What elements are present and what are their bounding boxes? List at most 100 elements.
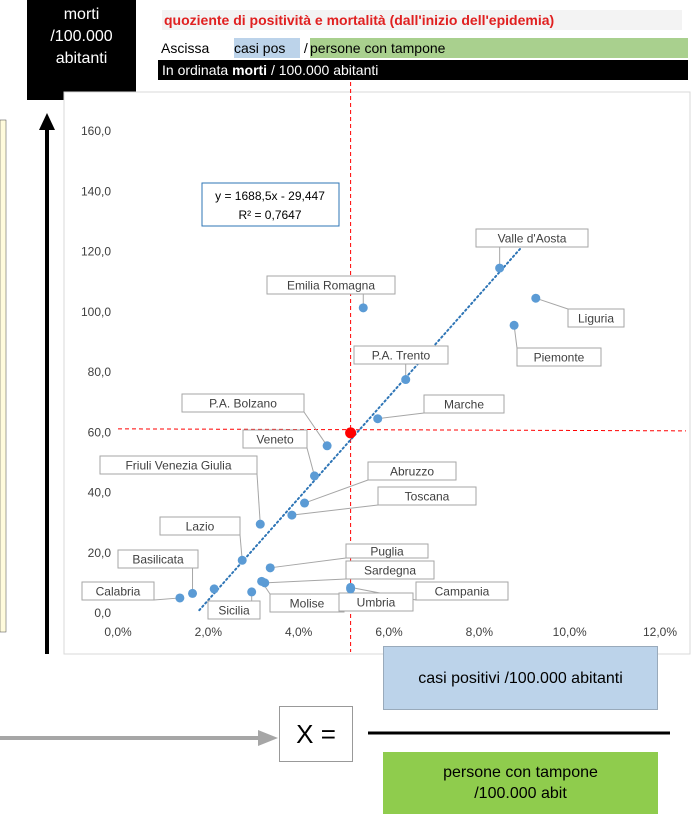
callout-box	[516, 347, 602, 367]
data-label: Emilia Romagna	[287, 279, 375, 293]
numerator-text: casi positivi /100.000 abitanti	[418, 669, 623, 687]
callout-leader	[377, 412, 425, 420]
callout-box	[242, 429, 308, 449]
callout-box	[81, 581, 155, 601]
data-label: Campania	[435, 585, 490, 599]
point-callouts: Valle d'Aosta Liguria Emilia Romagna Piemon…	[81, 228, 625, 620]
callout-box	[99, 455, 258, 475]
x-tick-label: 0,0%	[104, 625, 132, 639]
y-tick-label: 140,0	[81, 184, 111, 198]
y-ticks: 0,0 20,0 40,0 60,0 80,0 100,0 120,0 140,0 160,0	[81, 124, 111, 620]
callout-box	[338, 592, 414, 612]
data-point	[346, 584, 356, 594]
data-label: Liguria	[578, 312, 614, 326]
data-label: P.A. Trento	[372, 349, 431, 363]
callout-leader	[256, 473, 261, 525]
y-tick-label: 20,0	[88, 546, 112, 560]
data-label: Molise	[290, 597, 325, 611]
data-label: Marche	[444, 398, 484, 412]
data-point	[358, 303, 368, 313]
data-point	[401, 375, 411, 385]
data-point	[257, 576, 267, 586]
data-point	[287, 510, 297, 520]
y-tick-label: 160,0	[81, 124, 111, 138]
trend-equation: y = 1688,5x - 29,447	[215, 189, 325, 203]
y-tick-label: 0,0	[94, 606, 111, 620]
x-axis-description: Ascissa casi pos / persone con tampone	[158, 38, 688, 58]
data-label: Sicilia	[218, 604, 250, 618]
data-point	[255, 519, 265, 529]
data-label: Piemonte	[534, 351, 585, 365]
x-tick-label: 8,0%	[466, 625, 494, 639]
x-desc-prefix: Ascissa	[158, 38, 237, 58]
callout-leader	[306, 447, 315, 477]
y-axis-description: In ordinata morti / 100.000 abitanti	[158, 60, 688, 80]
data-point	[531, 293, 541, 303]
data-point	[237, 555, 247, 565]
denominator-box: persone con tampone /100.000 abit	[383, 752, 658, 814]
x-desc-persone: persone con tampone	[310, 38, 688, 58]
trend-equation-box: y = 1688,5x - 29,447 R² = 0,7647	[201, 182, 340, 227]
callout-leader	[264, 578, 347, 584]
callout-leader	[535, 297, 569, 310]
y-tick-label: 60,0	[88, 425, 112, 439]
trend-r2: R² = 0,7647	[238, 208, 301, 222]
x-pointer-arrow-head-icon	[258, 730, 278, 746]
y-tick-label: 80,0	[88, 365, 112, 379]
callout-leader	[270, 557, 347, 569]
callout-box	[159, 516, 241, 536]
highlight-point	[345, 427, 357, 439]
trendline	[198, 248, 521, 612]
data-label: Toscana	[405, 490, 450, 504]
y-arrow-head-icon	[39, 113, 55, 130]
data-point	[300, 498, 310, 508]
data-point	[509, 320, 519, 330]
x-ticks: 0,0% 2,0% 4,0% 6,0% 8,0% 10,0% 12,0%	[104, 625, 677, 639]
callout-leader	[291, 504, 379, 516]
data-points	[175, 263, 541, 603]
chart-title: quoziente di positività e mortalità (dal…	[162, 10, 682, 30]
trendline-path	[198, 248, 521, 612]
x-equals-box: X =	[279, 706, 353, 762]
data-label: Lazio	[186, 520, 215, 534]
callout-box	[117, 549, 199, 569]
y-desc-bold: morti	[232, 62, 268, 78]
left-edge-strip	[0, 119, 7, 633]
reference-lines	[117, 82, 687, 652]
data-point	[209, 584, 219, 594]
callout-box	[367, 461, 457, 481]
data-label: Abruzzo	[390, 465, 434, 479]
callout-leader	[304, 479, 369, 504]
x-tick-label: 6,0%	[375, 625, 403, 639]
callout-box	[353, 345, 449, 365]
data-point	[247, 587, 257, 597]
callout-box	[377, 486, 477, 506]
data-point	[188, 588, 198, 598]
data-label: Sardegna	[364, 564, 416, 578]
data-label: Puglia	[370, 545, 404, 559]
data-label: Basilicata	[132, 553, 184, 567]
y-tick-label: 40,0	[88, 486, 112, 500]
callout-box	[423, 394, 505, 414]
denominator-text: persone con tampone /100.000 abit	[443, 764, 598, 802]
x-tick-label: 10,0%	[553, 625, 587, 639]
callout-box	[181, 393, 305, 413]
numerator-box: casi positivi /100.000 abitanti	[383, 646, 658, 710]
data-point	[309, 471, 319, 481]
data-point	[373, 414, 383, 424]
callout-box	[567, 308, 625, 328]
x-tick-label: 12,0%	[643, 625, 677, 639]
callout-box	[415, 581, 509, 601]
data-label: Valle d'Aosta	[498, 232, 567, 246]
callout-box	[266, 275, 396, 295]
callout-box	[345, 543, 429, 559]
y-tick-label: 100,0	[81, 305, 111, 319]
data-point	[175, 593, 185, 603]
callout-box	[207, 600, 261, 620]
y-desc-prefix: In ordinata	[162, 62, 233, 78]
data-label: Friuli Venezia Giulia	[125, 459, 231, 473]
data-point	[322, 441, 332, 451]
data-point	[495, 263, 505, 273]
y-tick-label: 120,0	[81, 245, 111, 259]
